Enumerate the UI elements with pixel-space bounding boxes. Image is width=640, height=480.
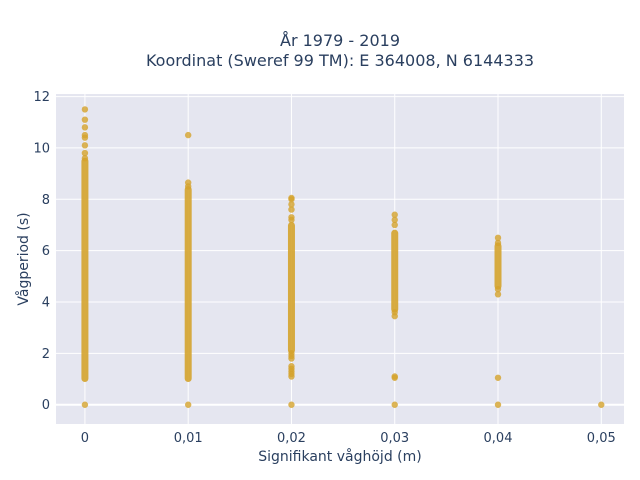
data-point — [184, 131, 192, 139]
data-point — [81, 116, 89, 123]
data-point — [288, 194, 295, 202]
data-point — [391, 216, 398, 224]
data-point — [391, 401, 398, 408]
y-axis-ticks: 0 2 4 6 8 10 12 — [33, 90, 50, 413]
data-point — [494, 285, 502, 293]
data-point-column — [391, 229, 399, 313]
chart-subtitle: Koordinat (Sweref 99 TM): E 364008, N 61… — [146, 51, 534, 70]
y-tick-label: 12 — [33, 90, 50, 105]
data-point — [494, 291, 502, 298]
data-point — [288, 201, 295, 208]
data-point — [81, 401, 89, 408]
data-points — [81, 106, 605, 408]
data-point — [391, 373, 398, 380]
y-axis-label: Vågperiod (s) — [15, 212, 32, 305]
data-point — [81, 106, 89, 113]
data-point — [494, 401, 502, 408]
x-tick-label: 0,04 — [484, 431, 513, 446]
y-tick-label: 0 — [42, 398, 50, 413]
data-point — [391, 309, 398, 316]
x-axis-ticks: 0 0,01 0,02 0,03 0,04 0,05 — [81, 431, 616, 446]
data-point — [184, 179, 192, 186]
data-point — [494, 374, 502, 381]
data-point — [391, 211, 398, 218]
data-point — [288, 363, 295, 370]
data-point-column — [494, 242, 502, 290]
data-point — [598, 401, 605, 408]
y-tick-label: 10 — [33, 141, 50, 156]
gridlines — [56, 94, 624, 424]
data-point — [391, 221, 398, 229]
data-point — [494, 234, 502, 242]
x-tick-label: 0,01 — [174, 431, 203, 446]
data-point — [184, 401, 192, 408]
data-point — [81, 142, 89, 149]
y-tick-label: 4 — [42, 296, 50, 311]
data-point — [81, 155, 89, 162]
data-point — [288, 350, 295, 357]
data-point — [81, 131, 89, 139]
data-point — [288, 214, 295, 221]
x-tick-label: 0,03 — [380, 431, 409, 446]
data-point-column — [287, 221, 295, 354]
y-tick-label: 6 — [42, 244, 50, 259]
y-tick-label: 2 — [42, 347, 50, 362]
x-tick-label: 0,05 — [587, 431, 616, 446]
data-point-column — [81, 157, 89, 383]
x-tick-label: 0 — [81, 431, 89, 446]
x-axis-label: Signifikant våghöjd (m) — [258, 448, 421, 465]
data-point — [288, 401, 295, 408]
data-point — [494, 239, 502, 247]
plot-area — [56, 94, 624, 424]
chart-title: År 1979 - 2019 — [280, 31, 400, 50]
x-tick-label: 0,02 — [277, 431, 306, 446]
y-tick-label: 8 — [42, 193, 50, 208]
data-point-column — [184, 186, 192, 383]
data-point — [288, 206, 295, 213]
data-point — [81, 124, 89, 131]
data-point — [81, 149, 89, 157]
